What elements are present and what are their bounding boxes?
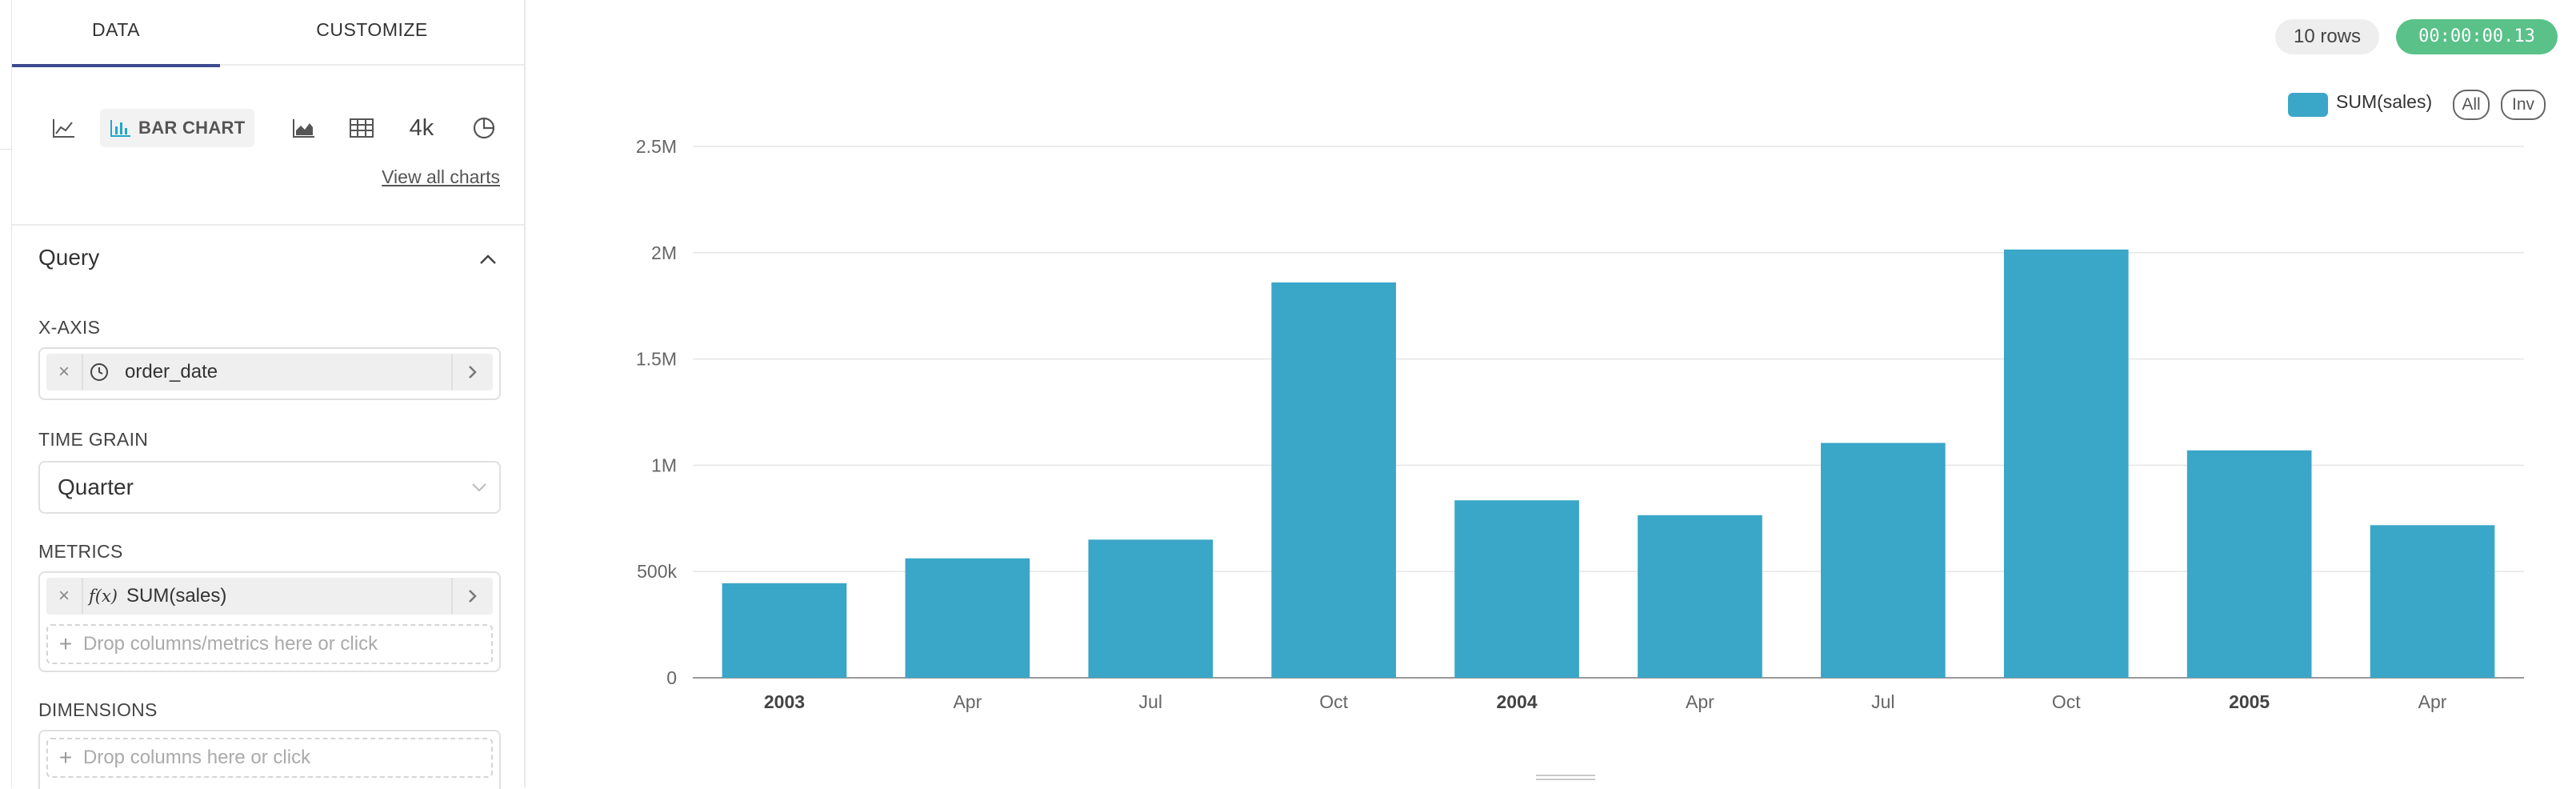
- legend-inv-button[interactable]: Inv: [2501, 90, 2546, 120]
- resize-handle[interactable]: [1536, 775, 1595, 783]
- legend-series-label[interactable]: SUM(sales): [2336, 91, 2433, 112]
- y-tick-label: 0: [666, 667, 677, 688]
- bar-chart-icon: [110, 120, 130, 137]
- dimensions-label: DIMENSIONS: [38, 699, 158, 720]
- query-section-title[interactable]: Query: [38, 245, 100, 270]
- panel-tabs: DATA CUSTOMIZE: [12, 0, 524, 67]
- divider: [82, 578, 83, 615]
- time-grain-label: TIME GRAIN: [38, 429, 149, 450]
- table-icon[interactable]: [342, 109, 382, 147]
- bar: [1638, 515, 1762, 678]
- big-number-icon: 4k: [409, 114, 434, 141]
- y-tick-label: 1.5M: [636, 349, 677, 370]
- chevron-up-icon[interactable]: [478, 253, 498, 270]
- query-timer-badge: 00:00:00.13: [2396, 19, 2558, 54]
- bar: [905, 558, 1030, 678]
- y-tick-label: 500k: [637, 561, 677, 582]
- x-axis-label: X-AXIS: [38, 317, 101, 338]
- x-tick-label: Oct: [2052, 691, 2081, 712]
- time-grain-value: Quarter: [58, 475, 134, 499]
- view-all-charts-link[interactable]: View all charts: [382, 166, 500, 187]
- big-number-button[interactable]: 4k: [398, 109, 446, 147]
- dimensions-drop-placeholder: Drop columns here or click: [83, 747, 311, 768]
- x-tick-label: Jul: [1139, 691, 1162, 712]
- x-tick-label: 2005: [2229, 691, 2270, 712]
- x-axis-value: order_date: [125, 361, 218, 382]
- bar: [2370, 525, 2495, 678]
- divider: [82, 354, 83, 390]
- remove-x-axis-button[interactable]: ×: [58, 361, 70, 382]
- bar-chart: 0 500k 1M 1.5M 2M 2.5M 2003 Apr Jul Oct 2004 Apr Jul…: [636, 136, 2524, 712]
- x-axis-pill[interactable]: × order_date: [46, 354, 493, 390]
- y-tick-label: 2.5M: [636, 136, 677, 157]
- metric-value: SUM(sales): [126, 585, 227, 607]
- metrics-field: × f(x) SUM(sales) + Drop columns/metrics…: [38, 571, 501, 672]
- x-axis-field: × order_date: [38, 347, 501, 400]
- area-chart-icon[interactable]: [284, 109, 324, 147]
- bar: [2186, 450, 2312, 678]
- bar: [1821, 443, 1946, 678]
- x-tick-label: Jul: [1871, 691, 1894, 712]
- bar-chart-button[interactable]: BAR CHART: [100, 109, 255, 147]
- remove-metric-button[interactable]: ×: [58, 585, 70, 607]
- plus-icon: +: [58, 631, 73, 656]
- chart-type-selector: BAR CHART 4k View all charts: [12, 64, 524, 226]
- control-panel: DATA CUSTOMIZE BAR CHART 4k View: [12, 0, 526, 789]
- chevron-down-icon: [459, 482, 499, 493]
- metrics-drop-zone[interactable]: + Drop columns/metrics here or click: [46, 624, 493, 664]
- time-grain-select[interactable]: Quarter: [38, 461, 501, 514]
- metrics-drop-placeholder: Drop columns/metrics here or click: [83, 633, 378, 655]
- bar: [1271, 282, 1396, 678]
- tab-data[interactable]: DATA: [12, 0, 220, 67]
- metrics-label: METRICS: [38, 541, 123, 562]
- chevron-right-icon[interactable]: [451, 354, 493, 390]
- x-tick-label: Apr: [953, 691, 982, 712]
- tab-customize[interactable]: CUSTOMIZE: [316, 19, 428, 40]
- metric-pill[interactable]: × f(x) SUM(sales): [46, 578, 493, 615]
- function-icon: f(x): [88, 587, 118, 606]
- row-count-badge: 10 rows: [2275, 19, 2379, 54]
- bar: [1454, 500, 1579, 678]
- bar: [1088, 539, 1214, 678]
- x-tick-label: Oct: [1319, 691, 1348, 712]
- divider: [0, 149, 11, 150]
- bar: [722, 583, 847, 678]
- x-tick-label: Apr: [1686, 691, 1714, 712]
- dimensions-drop-zone[interactable]: + Drop columns here or click: [46, 738, 493, 778]
- line-chart-icon[interactable]: [44, 109, 84, 147]
- x-tick-label: Apr: [2418, 691, 2447, 712]
- clock-icon: [83, 362, 115, 382]
- bar: [2003, 249, 2129, 678]
- y-tick-label: 2M: [651, 242, 677, 263]
- pie-chart-icon[interactable]: [464, 109, 504, 147]
- collapsed-datasource-strip: [0, 0, 12, 787]
- chevron-right-icon[interactable]: [451, 578, 493, 615]
- legend-all-button[interactable]: All: [2453, 90, 2490, 120]
- dimensions-field: + Drop columns here or click: [38, 730, 501, 789]
- y-tick-label: 1M: [651, 455, 677, 475]
- x-tick-label: 2004: [1496, 691, 1537, 712]
- plus-icon: +: [58, 745, 73, 770]
- x-tick-label: 2003: [764, 691, 805, 712]
- bar-chart-label: BAR CHART: [138, 118, 246, 138]
- legend-swatch[interactable]: [2288, 93, 2328, 117]
